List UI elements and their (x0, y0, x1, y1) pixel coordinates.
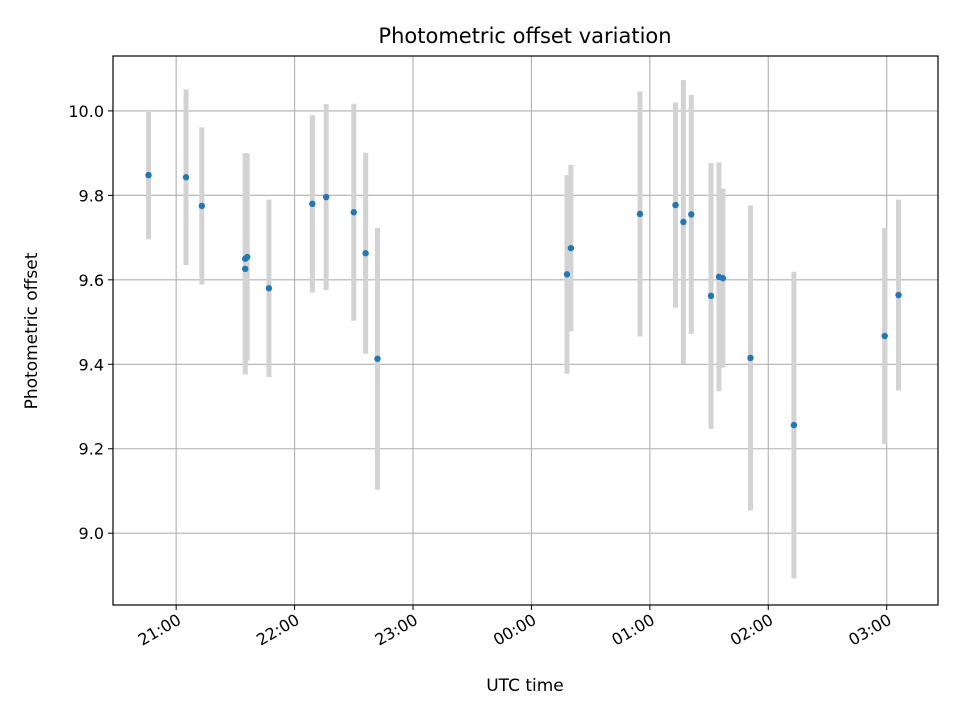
data-point (680, 218, 687, 226)
data-point (563, 271, 571, 278)
data-point (374, 355, 381, 362)
x-tick-label: 02:00 (727, 610, 776, 650)
data-point (362, 250, 369, 257)
x-tick-label: 01:00 (608, 610, 657, 650)
data-point (198, 202, 206, 210)
data-point (790, 421, 798, 429)
y-axis-label: Photometric offset (22, 252, 42, 409)
plot-frame (112, 55, 939, 606)
data-point (309, 200, 316, 208)
error-bars (146, 80, 902, 579)
data-point (636, 210, 644, 218)
y-tick-label: 9.0 (79, 524, 104, 543)
data-point (145, 171, 152, 179)
data-point (265, 285, 273, 292)
data-point (322, 193, 330, 201)
data-point (672, 201, 679, 209)
x-axis-label: UTC time (486, 676, 564, 696)
data-point (350, 209, 357, 216)
y-tick-label: 9.4 (79, 355, 104, 374)
data-point (747, 354, 754, 362)
data-point (242, 265, 249, 273)
x-tick-label: 23:00 (372, 610, 421, 650)
data-point (707, 292, 715, 300)
data-point (895, 291, 902, 299)
data-point (881, 332, 888, 340)
grid (113, 56, 938, 605)
x-tick-label: 21:00 (135, 610, 184, 650)
y-tick-label: 9.8 (79, 186, 104, 205)
data-point (719, 274, 727, 282)
x-axis-ticks: 21:00 22:00 23:00 00:00 01:00 02:00 03:00 (135, 605, 895, 650)
y-tick-label: 9.6 (79, 271, 104, 290)
data-point (567, 244, 575, 252)
data-point (244, 253, 251, 261)
data-point (688, 211, 695, 218)
y-tick-label: 9.2 (79, 440, 104, 459)
chart-title: Photometric offset variation (378, 24, 671, 48)
data-points (145, 171, 902, 429)
y-axis-ticks: 9.0 9.2 9.4 9.6 9.8 10.0 (68, 102, 113, 543)
data-point (182, 174, 190, 181)
x-tick-label: 03:00 (845, 610, 894, 650)
y-tick-label: 10.0 (68, 102, 104, 121)
x-tick-label: 22:00 (253, 610, 302, 650)
x-tick-label: 00:00 (490, 610, 539, 650)
